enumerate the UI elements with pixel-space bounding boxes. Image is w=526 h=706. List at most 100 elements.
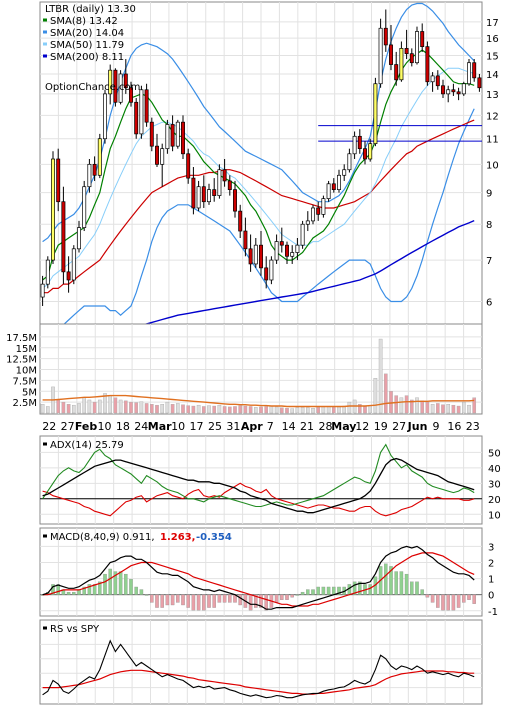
volume-bar (108, 395, 113, 414)
adx-label: ADX(14) 25.79 (50, 440, 124, 451)
candle-body (311, 207, 315, 222)
macd-histogram-bar (285, 594, 289, 600)
candle-body (87, 163, 92, 188)
macd-histogram-bar (248, 594, 253, 611)
volume-bar (425, 401, 430, 414)
adx-y-tick: 50 (488, 448, 501, 459)
volume-bar (139, 401, 144, 414)
candle-body (51, 158, 55, 261)
candle-body (461, 83, 466, 95)
candle-body (295, 244, 300, 253)
x-tick-label: 22 (42, 420, 56, 433)
volume-bar (259, 406, 263, 414)
volume-bar (404, 395, 409, 414)
adx-y-tick: 40 (488, 464, 501, 475)
volume-y-tick: 5M (22, 387, 37, 398)
volume-bar (295, 407, 300, 414)
macd-panel: -1 0 1 2 3 MACD(8,40,9) 0.911, 1.263, -0.354 (39, 527, 498, 618)
volume-bar (269, 405, 274, 414)
macd-histogram-bar (160, 594, 164, 608)
macd-histogram-bar (176, 594, 180, 603)
candle-body (207, 189, 211, 203)
macd-histogram-bar (352, 581, 357, 595)
candle-body (368, 143, 373, 160)
volume-bar (103, 393, 107, 414)
volume-bar (61, 401, 66, 414)
volume-bar (415, 397, 419, 414)
candle-body (222, 169, 227, 182)
volume-bar (285, 408, 289, 414)
volume-bar (311, 408, 315, 414)
volume-bar (321, 406, 326, 414)
macd-histogram-bar (113, 571, 118, 595)
legend-entry: SMA(50) 11.79 (50, 40, 124, 51)
volume-bar (274, 406, 279, 414)
macd-histogram-bar (139, 589, 144, 595)
volume-bar (253, 407, 258, 414)
macd-histogram-bar (399, 571, 404, 595)
volume-bar (40, 404, 45, 414)
candle-body (274, 241, 279, 261)
candle-body (456, 91, 461, 95)
macd-histogram-bar (129, 579, 133, 595)
candle-body (363, 148, 367, 160)
volume-bar (409, 399, 414, 414)
x-tick-label: 14 (282, 420, 296, 433)
macd-histogram-bar (108, 568, 112, 595)
x-tick-label: Feb (75, 420, 98, 433)
macd-histogram-bar (264, 594, 268, 611)
rs-average-line (42, 669, 475, 695)
volume-bar (305, 407, 310, 414)
candle-body (305, 220, 310, 225)
volume-bar (373, 378, 378, 414)
legend-entry: SMA(8) 13.42 (50, 16, 118, 27)
volume-bar (472, 397, 477, 414)
candle-body (238, 210, 243, 232)
candle-body (321, 198, 326, 215)
macd-histogram-bar (415, 581, 419, 595)
volume-bar (118, 399, 123, 414)
x-tick-label: 10 (97, 420, 111, 433)
candle-body (217, 169, 222, 196)
macd-y-ticks: -1 0 1 2 3 (488, 542, 498, 617)
volume-bar (155, 404, 159, 414)
volume-bar (160, 404, 165, 414)
macd-histogram-bar (300, 591, 305, 595)
macd-histogram-bar (311, 589, 315, 595)
candle-body (191, 177, 196, 209)
volume-bar (113, 397, 118, 414)
price-y-tick: 13 (486, 90, 499, 101)
candle-body (279, 241, 284, 246)
volume-bar (77, 403, 81, 414)
candle-body (430, 75, 435, 83)
macd-histogram-bar (228, 594, 232, 603)
rs-panel: RS vs SPY (39, 619, 483, 705)
volume-bar (300, 407, 305, 414)
legend-entry: SMA(20) 14.04 (50, 28, 124, 39)
macd-histogram-bar (425, 594, 430, 598)
macd-histogram-bar (290, 594, 294, 598)
candle-body (155, 145, 159, 165)
macd-histogram-bar (332, 586, 336, 595)
volume-bar (378, 338, 383, 414)
adx-lines (42, 443, 475, 517)
candle-body (337, 174, 341, 190)
volume-bar (399, 397, 404, 414)
macd-histogram-bar (87, 584, 92, 595)
macd-histogram-bar (295, 594, 300, 596)
volume-bar (45, 406, 50, 414)
candle-body (425, 46, 430, 83)
macd-histogram-bar (410, 581, 414, 595)
volume-bar (175, 403, 180, 414)
candle-body (82, 186, 87, 228)
volume-bar (129, 401, 133, 414)
price-y-tick: 8 (486, 220, 492, 231)
macd-lines (42, 545, 475, 610)
volume-average-line (42, 394, 475, 408)
macd-histogram-bar (118, 571, 123, 595)
macd-y-tick: 1 (488, 575, 494, 586)
